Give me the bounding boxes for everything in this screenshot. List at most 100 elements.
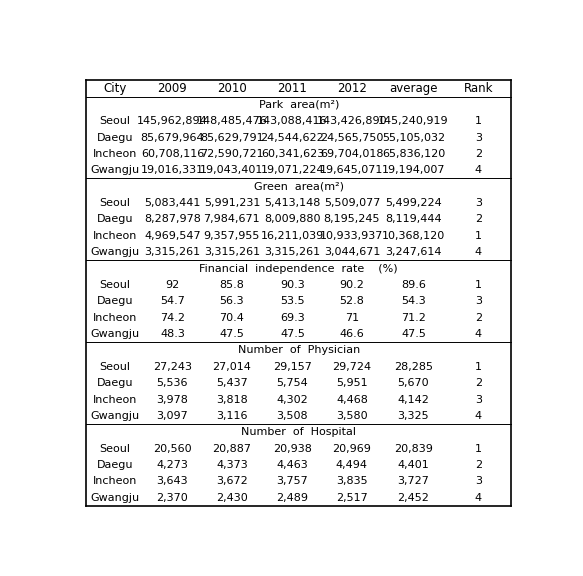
- Text: 27,243: 27,243: [153, 362, 192, 372]
- Text: Incheon: Incheon: [93, 231, 137, 241]
- Text: 5,083,441: 5,083,441: [144, 198, 201, 208]
- Text: 70.4: 70.4: [219, 313, 244, 323]
- Text: 3,315,261: 3,315,261: [264, 247, 321, 257]
- Text: 2: 2: [475, 214, 482, 225]
- Text: Daegu: Daegu: [97, 378, 134, 388]
- Text: 5,670: 5,670: [398, 378, 429, 388]
- Text: 74.2: 74.2: [160, 313, 185, 323]
- Text: 3,727: 3,727: [398, 476, 430, 486]
- Text: 60,341,623: 60,341,623: [261, 149, 324, 159]
- Text: Rank: Rank: [463, 82, 493, 95]
- Text: 4,969,547: 4,969,547: [144, 231, 201, 241]
- Text: 20,887: 20,887: [212, 444, 251, 454]
- Text: 60,708,116: 60,708,116: [141, 149, 204, 159]
- Text: 1: 1: [475, 444, 482, 454]
- Text: 4,401: 4,401: [398, 460, 429, 470]
- Text: 143,088,416: 143,088,416: [257, 116, 328, 126]
- Text: 47.5: 47.5: [280, 329, 305, 339]
- Text: 54.3: 54.3: [401, 296, 426, 306]
- Text: 27,014: 27,014: [212, 362, 251, 372]
- Text: 2,489: 2,489: [276, 493, 308, 503]
- Text: Seoul: Seoul: [100, 116, 131, 126]
- Text: Seoul: Seoul: [100, 362, 131, 372]
- Text: 4,468: 4,468: [336, 395, 368, 404]
- Text: 3,818: 3,818: [216, 395, 248, 404]
- Text: 2: 2: [475, 460, 482, 470]
- Text: 143,426,890: 143,426,890: [317, 116, 387, 126]
- Text: 3: 3: [475, 476, 482, 486]
- Text: 20,560: 20,560: [153, 444, 192, 454]
- Text: 4,494: 4,494: [336, 460, 368, 470]
- Text: 3,672: 3,672: [216, 476, 248, 486]
- Text: 24,544,622: 24,544,622: [261, 132, 324, 142]
- Text: 2,452: 2,452: [398, 493, 430, 503]
- Text: 53.5: 53.5: [280, 296, 305, 306]
- Text: 16,211,039: 16,211,039: [261, 231, 324, 241]
- Text: 20,969: 20,969: [332, 444, 371, 454]
- Text: 5,536: 5,536: [157, 378, 188, 388]
- Text: 5,499,224: 5,499,224: [385, 198, 442, 208]
- Text: 85,629,791: 85,629,791: [200, 132, 264, 142]
- Text: Incheon: Incheon: [93, 476, 137, 486]
- Text: 54.7: 54.7: [160, 296, 185, 306]
- Text: 52.8: 52.8: [339, 296, 364, 306]
- Text: 9,357,955: 9,357,955: [203, 231, 260, 241]
- Text: 19,043,401: 19,043,401: [200, 165, 264, 175]
- Text: 4,302: 4,302: [276, 395, 308, 404]
- Text: 19,194,007: 19,194,007: [382, 165, 445, 175]
- Text: 3,580: 3,580: [336, 411, 368, 421]
- Text: 4,273: 4,273: [156, 460, 188, 470]
- Text: 7,984,671: 7,984,671: [203, 214, 260, 225]
- Text: 65,836,120: 65,836,120: [382, 149, 445, 159]
- Text: 5,509,077: 5,509,077: [324, 198, 380, 208]
- Text: 4: 4: [475, 411, 482, 421]
- Text: 47.5: 47.5: [219, 329, 244, 339]
- Text: 48.3: 48.3: [160, 329, 185, 339]
- Text: 3: 3: [475, 296, 482, 306]
- Text: 1: 1: [475, 231, 482, 241]
- Text: Financial  independence  rate    (%): Financial independence rate (%): [199, 264, 398, 274]
- Text: 3,116: 3,116: [216, 411, 248, 421]
- Text: 85.8: 85.8: [219, 280, 244, 290]
- Text: 71: 71: [345, 313, 359, 323]
- Text: 8,009,880: 8,009,880: [264, 214, 321, 225]
- Text: 3,097: 3,097: [157, 411, 188, 421]
- Text: 56.3: 56.3: [220, 296, 244, 306]
- Text: 90.2: 90.2: [339, 280, 364, 290]
- Text: Gwangju: Gwangju: [90, 165, 140, 175]
- Text: 85,679,964: 85,679,964: [141, 132, 204, 142]
- Text: 145,962,894: 145,962,894: [137, 116, 208, 126]
- Text: 8,119,444: 8,119,444: [385, 214, 442, 225]
- Text: Seoul: Seoul: [100, 444, 131, 454]
- Text: 3,325: 3,325: [398, 411, 429, 421]
- Text: 145,240,919: 145,240,919: [378, 116, 449, 126]
- Text: 5,437: 5,437: [216, 378, 248, 388]
- Text: 148,485,476: 148,485,476: [196, 116, 267, 126]
- Text: 19,016,331: 19,016,331: [141, 165, 204, 175]
- Text: 24,565,750: 24,565,750: [320, 132, 384, 142]
- Text: 3: 3: [475, 198, 482, 208]
- Text: 4,373: 4,373: [216, 460, 248, 470]
- Text: 69.3: 69.3: [280, 313, 305, 323]
- Text: Gwangju: Gwangju: [90, 247, 140, 257]
- Text: 3,315,261: 3,315,261: [145, 247, 201, 257]
- Text: 29,157: 29,157: [273, 362, 312, 372]
- Text: 92: 92: [166, 280, 180, 290]
- Text: 47.5: 47.5: [401, 329, 426, 339]
- Text: Number  of  Physician: Number of Physician: [238, 346, 360, 355]
- Text: Daegu: Daegu: [97, 132, 134, 142]
- Text: 1: 1: [475, 362, 482, 372]
- Text: Gwangju: Gwangju: [90, 411, 140, 421]
- Text: Incheon: Incheon: [93, 313, 137, 323]
- Text: 2009: 2009: [157, 82, 187, 95]
- Text: 5,951: 5,951: [336, 378, 368, 388]
- Text: 2: 2: [475, 149, 482, 159]
- Text: Seoul: Seoul: [100, 198, 131, 208]
- Text: 20,938: 20,938: [273, 444, 312, 454]
- Text: Gwangju: Gwangju: [90, 493, 140, 503]
- Text: Daegu: Daegu: [97, 460, 134, 470]
- Text: 3,315,261: 3,315,261: [204, 247, 260, 257]
- Text: Incheon: Incheon: [93, 149, 137, 159]
- Text: 2010: 2010: [217, 82, 247, 95]
- Text: City: City: [103, 82, 127, 95]
